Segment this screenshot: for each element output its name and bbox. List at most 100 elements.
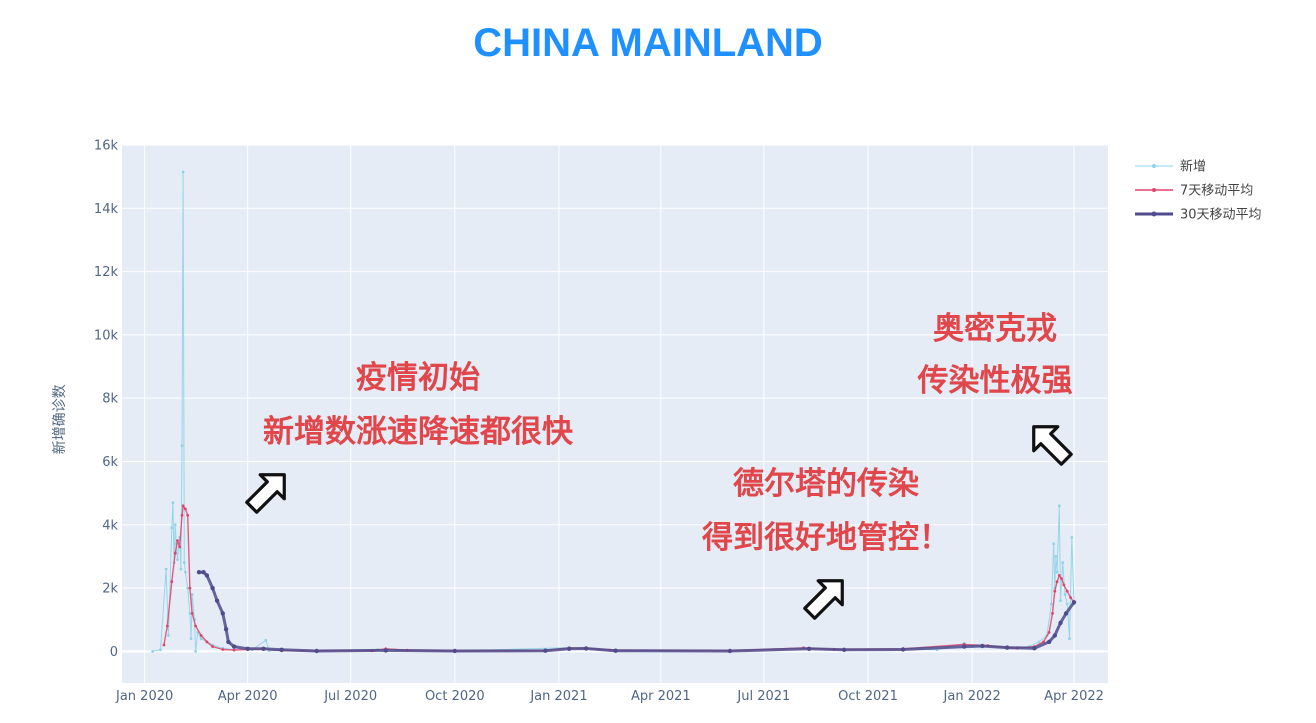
data-point — [194, 650, 198, 653]
data-point — [261, 646, 266, 651]
data-point — [1057, 504, 1061, 508]
data-point — [164, 567, 168, 571]
data-point — [196, 570, 202, 575]
chart-title: CHINA MAINLAND — [473, 21, 823, 65]
data-point — [1046, 639, 1052, 645]
data-point — [184, 507, 187, 511]
data-point — [190, 612, 194, 615]
series-line — [199, 570, 1076, 653]
data-point — [383, 648, 388, 653]
data-point — [181, 504, 185, 508]
data-point — [1062, 583, 1066, 587]
data-point — [190, 593, 194, 596]
data-point — [452, 648, 457, 654]
data-point — [245, 646, 250, 651]
data-point — [210, 585, 215, 591]
x-tick-label: Apr 2022 — [1044, 689, 1104, 704]
data-point — [173, 523, 177, 527]
x-tick-label: Oct 2021 — [838, 689, 898, 704]
data-point — [1060, 577, 1063, 580]
data-point — [176, 539, 179, 542]
data-point — [165, 624, 169, 628]
data-point — [232, 648, 236, 652]
data-point — [1053, 589, 1057, 593]
annotation-text: 得到很好地管控！ — [701, 520, 950, 556]
x-tick-label: Jan 2022 — [943, 689, 1001, 704]
data-point — [1069, 596, 1072, 599]
legend-label: 新增 — [1180, 159, 1206, 175]
legend-marker — [1151, 211, 1157, 217]
y-tick-label: 0 — [110, 645, 118, 660]
data-point — [842, 647, 847, 652]
y-tick-label: 6k — [102, 455, 118, 470]
data-point — [221, 648, 225, 651]
data-point — [180, 513, 184, 517]
data-point — [1071, 600, 1077, 605]
x-tick-label: Apr 2021 — [631, 689, 691, 704]
data-point — [199, 637, 203, 641]
data-point — [613, 648, 618, 653]
plot-area — [122, 145, 1108, 683]
data-point — [314, 648, 319, 654]
data-point — [186, 586, 190, 590]
data-point — [980, 643, 985, 649]
data-point — [162, 643, 166, 647]
arrow-icon — [1032, 425, 1073, 466]
annotation-text: 疫情初始 — [356, 360, 480, 396]
data-point — [220, 611, 225, 616]
data-point — [173, 551, 177, 555]
data-point — [1070, 536, 1074, 539]
data-point — [583, 646, 589, 651]
data-point — [179, 567, 183, 571]
data-point — [151, 650, 155, 653]
y-tick-label: 2k — [102, 582, 118, 597]
data-point — [182, 561, 186, 565]
legend-label: 7天移动平均 — [1180, 184, 1253, 199]
y-tick-label: 12k — [94, 265, 119, 280]
data-point — [543, 648, 548, 653]
data-point — [1047, 631, 1051, 634]
annotation-text: 奥密克戎 — [933, 311, 1057, 347]
data-point — [181, 170, 185, 174]
series-2 — [196, 570, 1077, 654]
data-point — [279, 647, 284, 652]
data-point — [204, 573, 210, 578]
data-point — [231, 644, 237, 649]
x-tick-label: Jan 2020 — [115, 689, 173, 704]
data-point — [1055, 570, 1059, 574]
data-point — [170, 580, 174, 584]
data-point — [806, 646, 812, 651]
data-point — [1065, 602, 1069, 606]
annotation-text: 德尔塔的传染 — [733, 466, 919, 502]
data-point — [1061, 561, 1065, 565]
data-point — [167, 634, 170, 637]
data-point — [1057, 574, 1061, 577]
data-point — [205, 640, 209, 644]
y-tick-label: 8k — [102, 392, 118, 407]
data-point — [567, 646, 572, 651]
data-point — [1063, 593, 1067, 596]
arrow-icon — [803, 579, 844, 620]
data-point — [1037, 640, 1041, 644]
x-tick-label: Jul 2021 — [736, 689, 790, 704]
x-tick-label: Jul 2020 — [323, 689, 377, 704]
x-tick-label: Oct 2020 — [425, 689, 485, 704]
y-tick-label: 14k — [94, 202, 119, 217]
arrow-icon — [245, 473, 286, 514]
data-point — [1005, 645, 1010, 650]
annotation-text: 新增数涨速降速都很快 — [263, 414, 574, 450]
data-point — [1065, 589, 1069, 593]
data-point — [180, 444, 184, 447]
data-point — [1059, 599, 1062, 603]
y-tick-label: 4k — [102, 518, 118, 533]
data-point — [1032, 646, 1037, 651]
legend-marker — [1152, 188, 1156, 192]
data-point — [1052, 542, 1056, 546]
y-tick-label: 10k — [94, 328, 119, 343]
data-point — [223, 627, 229, 632]
data-point — [264, 638, 268, 642]
data-point — [188, 612, 192, 615]
data-point — [178, 545, 182, 549]
data-point — [170, 526, 174, 530]
